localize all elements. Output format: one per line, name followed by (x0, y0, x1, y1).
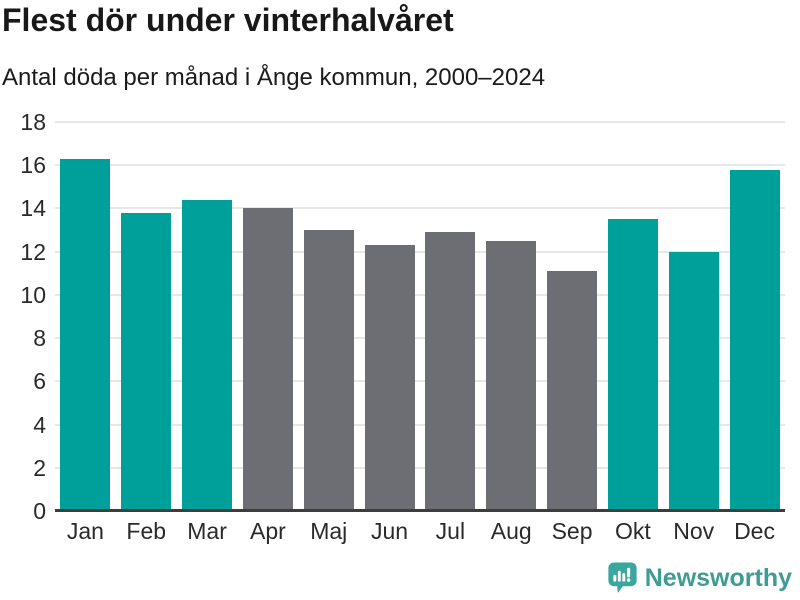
gridline (55, 380, 785, 383)
bar-slot (663, 122, 724, 511)
bar-slot (177, 122, 238, 511)
bar-slot (420, 122, 481, 511)
x-axis-label: Okt (614, 518, 651, 544)
x-axis: Jan Feb Mar Apr Maj Jun Jul Aug Sep Okt Nov Dec (55, 517, 785, 545)
x-axis-label: Mar (187, 518, 227, 544)
bar-slot (542, 122, 603, 511)
gridline (55, 207, 785, 210)
gridline (55, 293, 785, 296)
bar-jul (425, 232, 476, 511)
x-axis-label: Apr (250, 518, 286, 544)
chart-subtitle: Antal döda per månad i Ånge kommun, 2000… (2, 64, 546, 91)
y-axis-label: 12 (20, 238, 46, 265)
brand-name: Newsworthy (644, 563, 792, 592)
bar-jun (364, 245, 415, 511)
x-axis-line (55, 509, 785, 512)
gridline (55, 121, 785, 123)
bar-chart-bubble-icon (608, 562, 637, 594)
y-axis-label: 8 (33, 325, 46, 352)
chart-title: Flest dör under vinterhalvåret (2, 2, 454, 38)
bar-okt (607, 219, 658, 511)
gridline (55, 337, 785, 340)
bar-slot (298, 122, 359, 511)
x-axis-label: Feb (126, 518, 167, 544)
y-axis-label: 16 (20, 152, 46, 179)
bar-aug (486, 240, 537, 511)
plot-area (55, 121, 785, 512)
gridline (55, 423, 785, 426)
y-axis-label: 2 (33, 454, 46, 481)
bar-jan (60, 158, 111, 511)
x-axis-label: Maj (310, 518, 348, 544)
y-axis-label: 10 (20, 281, 46, 308)
y-axis-label: 4 (33, 411, 46, 438)
bar-slot (237, 122, 298, 511)
bar-slot (55, 122, 116, 511)
y-axis-label: 0 (33, 498, 46, 524)
bar-series (55, 122, 785, 511)
bar-slot (359, 122, 420, 511)
bar-slot (724, 122, 785, 511)
bar-sep (547, 271, 598, 511)
bar-slot (481, 122, 542, 511)
gridline (55, 466, 785, 469)
bar-mar (182, 199, 233, 511)
x-axis-label: Jan (66, 518, 104, 544)
newsworthy-logo: Newsworthy (607, 561, 792, 595)
bar-feb (121, 212, 172, 511)
x-axis-label: Jul (435, 518, 466, 544)
gridline (55, 164, 785, 167)
x-axis-label: Dec (734, 518, 775, 544)
y-axis-label: 18 (20, 109, 46, 135)
gridline (55, 250, 785, 253)
bar-apr (242, 208, 293, 511)
bar-slot (116, 122, 177, 511)
bar-slot (602, 122, 663, 511)
bar-dec (729, 169, 780, 511)
x-axis-label: Aug (490, 518, 532, 544)
bar-nov (668, 251, 719, 511)
x-axis-label: Nov (673, 518, 715, 544)
x-axis-label: Sep (551, 518, 593, 544)
x-axis-label: Jun (371, 518, 409, 544)
y-axis-label: 14 (20, 195, 46, 222)
bar-maj (303, 230, 354, 511)
y-axis-label: 6 (33, 368, 46, 395)
